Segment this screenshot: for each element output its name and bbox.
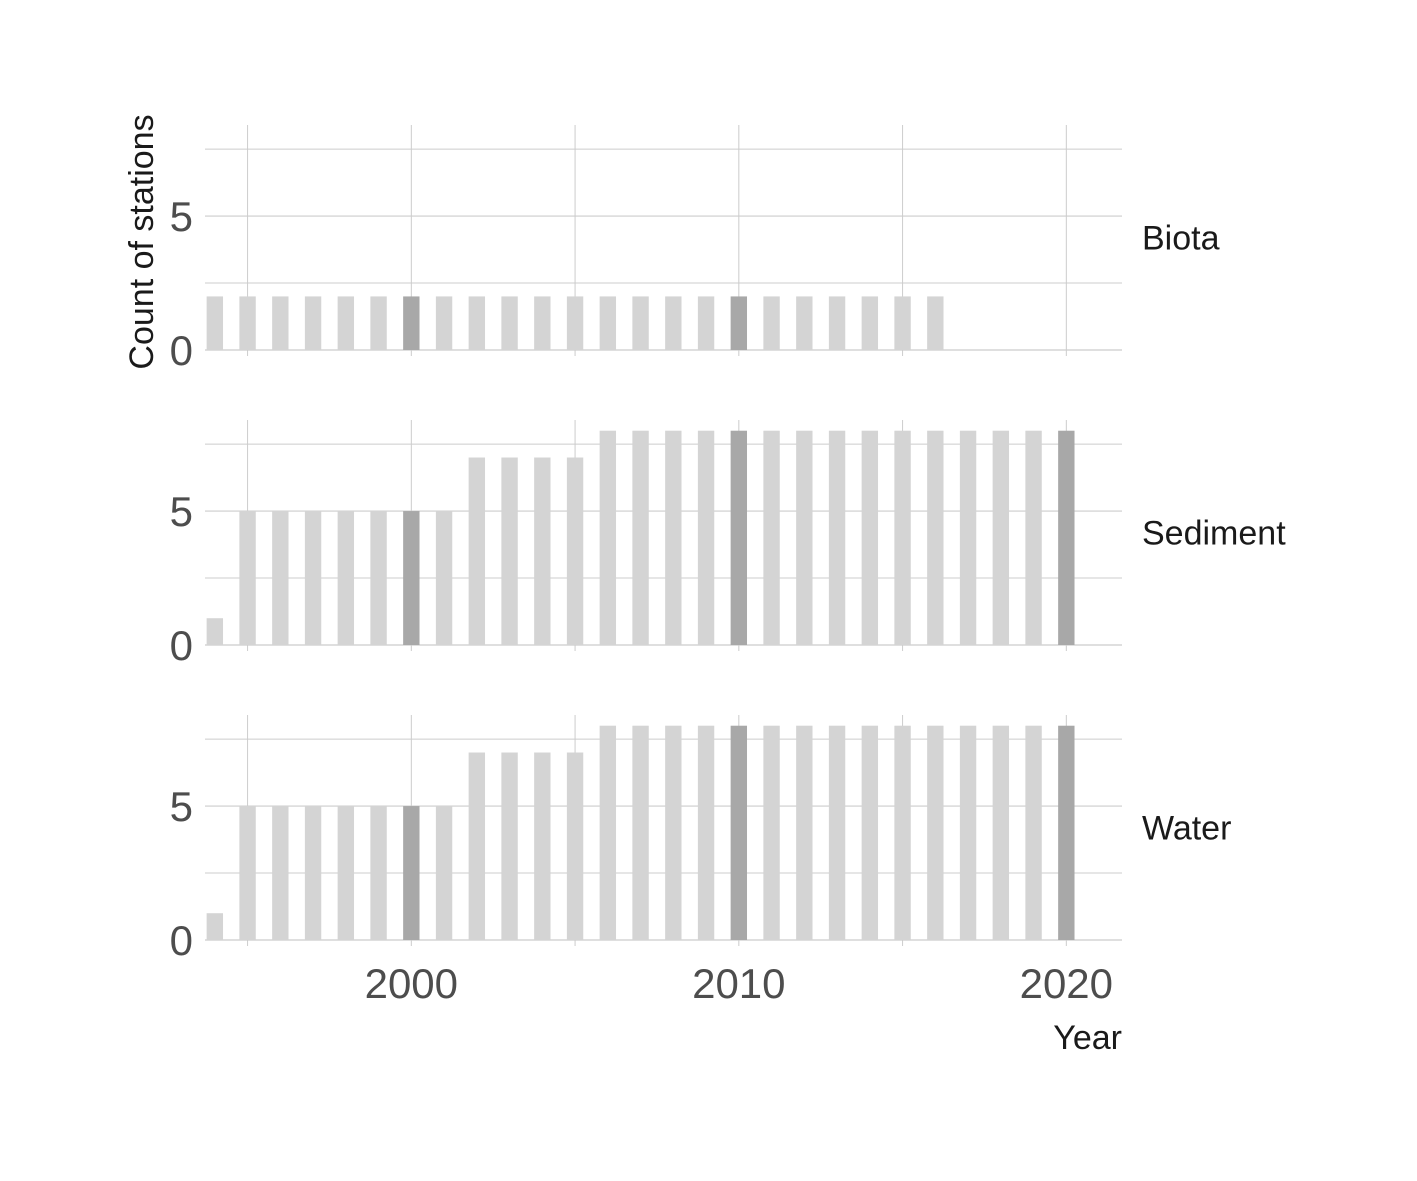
bar-sediment-2000 xyxy=(403,511,420,645)
bar-sediment-2001 xyxy=(435,511,453,645)
panel-sediment: 0 5 Sediment xyxy=(170,420,1286,669)
bar-sediment-2006 xyxy=(599,430,617,645)
bar-sediment-2019 xyxy=(1025,430,1042,645)
bar-water-2020 xyxy=(1058,725,1075,940)
bar-sediment-2002 xyxy=(468,457,486,645)
bar-water-2016 xyxy=(927,725,944,940)
bar-water-1999 xyxy=(370,806,387,940)
bar-biota-1996 xyxy=(272,296,289,350)
bar-biota-2000 xyxy=(403,296,420,350)
x-tick-label: 2000 xyxy=(365,960,458,1007)
bar-water-2008 xyxy=(665,725,682,940)
bar-water-2012 xyxy=(796,725,813,940)
bar-water-2009 xyxy=(697,725,715,940)
bar-water-2002 xyxy=(468,752,486,940)
bar-water-1998 xyxy=(337,806,355,940)
y-tick-label: 5 xyxy=(170,783,193,830)
y-tick-label: 5 xyxy=(170,488,193,535)
bar-water-2017 xyxy=(959,725,977,940)
x-tick-label: 2010 xyxy=(692,960,785,1007)
bar-water-1996 xyxy=(272,806,289,940)
bar-sediment-2017 xyxy=(959,430,977,645)
bar-sediment-2013 xyxy=(828,430,846,645)
bar-water-2015 xyxy=(894,725,911,940)
bar-sediment-1995 xyxy=(239,511,256,645)
panel-biota: 0 5 Biota xyxy=(170,125,1220,374)
facet-label-sediment: Sediment xyxy=(1142,515,1286,553)
bar-water-2019 xyxy=(1025,725,1042,940)
bar-sediment-2015 xyxy=(894,430,911,645)
bar-biota-2007 xyxy=(632,296,649,350)
bar-water-1994 xyxy=(206,913,224,940)
bar-biota-2005 xyxy=(566,296,584,350)
bar-water-2014 xyxy=(861,725,879,940)
bar-biota-2011 xyxy=(763,296,780,350)
bar-biota-2012 xyxy=(796,296,813,350)
bar-sediment-2005 xyxy=(566,457,584,645)
bar-biota-2010 xyxy=(730,296,748,350)
bar-sediment-2011 xyxy=(763,430,780,645)
facet-label-water: Water xyxy=(1142,810,1231,848)
bar-biota-2015 xyxy=(894,296,911,350)
bar-biota-2004 xyxy=(534,296,551,350)
bar-biota-1997 xyxy=(304,296,322,350)
bar-biota-2009 xyxy=(697,296,715,350)
y-tick-label: 5 xyxy=(170,193,193,240)
bar-biota-1995 xyxy=(239,296,256,350)
bar-biota-1994 xyxy=(206,296,224,350)
bar-water-2013 xyxy=(828,725,846,940)
bar-sediment-2012 xyxy=(796,430,813,645)
facet-panels: 0 5 Biota 0 5 Sediment 0 5 Water 2000 2010 2020 xyxy=(170,125,1286,1007)
bar-water-2011 xyxy=(763,725,780,940)
bar-water-1997 xyxy=(304,806,322,940)
bar-sediment-2009 xyxy=(697,430,715,645)
panel-water: 0 5 Water xyxy=(170,715,1231,964)
bar-sediment-2016 xyxy=(927,430,944,645)
bar-biota-2014 xyxy=(861,296,879,350)
bar-biota-1999 xyxy=(370,296,387,350)
bar-biota-1998 xyxy=(337,296,355,350)
x-axis-title: Year xyxy=(1053,1019,1122,1057)
bar-sediment-2008 xyxy=(665,430,682,645)
bar-water-2007 xyxy=(632,725,649,940)
facet-label-biota: Biota xyxy=(1142,220,1220,258)
bar-sediment-1999 xyxy=(370,511,387,645)
y-tick-label: 0 xyxy=(170,622,193,669)
bar-water-2000 xyxy=(403,806,420,940)
bar-water-2010 xyxy=(730,725,748,940)
bar-sediment-2020 xyxy=(1058,430,1075,645)
bar-water-2006 xyxy=(599,725,617,940)
bar-sediment-2014 xyxy=(861,430,879,645)
bar-water-2001 xyxy=(435,806,453,940)
bar-sediment-2010 xyxy=(730,430,748,645)
bar-sediment-1994 xyxy=(206,618,224,645)
bar-sediment-2004 xyxy=(534,457,551,645)
bar-biota-2006 xyxy=(599,296,617,350)
bar-water-2004 xyxy=(534,752,551,940)
x-tick-label: 2020 xyxy=(1020,960,1113,1007)
bar-biota-2001 xyxy=(435,296,453,350)
bar-sediment-1998 xyxy=(337,511,355,645)
bar-biota-2003 xyxy=(501,296,518,350)
y-axis-title: Count of stations xyxy=(123,114,161,369)
bar-biota-2016 xyxy=(927,296,944,350)
bar-sediment-2003 xyxy=(501,457,518,645)
bar-biota-2002 xyxy=(468,296,486,350)
bar-sediment-2007 xyxy=(632,430,649,645)
bar-water-2018 xyxy=(992,725,1010,940)
y-tick-label: 0 xyxy=(170,917,193,964)
bar-biota-2013 xyxy=(828,296,846,350)
bar-sediment-1996 xyxy=(272,511,289,645)
y-tick-label: 0 xyxy=(170,327,193,374)
bar-water-2003 xyxy=(501,752,518,940)
bar-water-2005 xyxy=(566,752,584,940)
bar-biota-2008 xyxy=(665,296,682,350)
bar-water-1995 xyxy=(239,806,256,940)
bar-sediment-1997 xyxy=(304,511,322,645)
bar-sediment-2018 xyxy=(992,430,1010,645)
